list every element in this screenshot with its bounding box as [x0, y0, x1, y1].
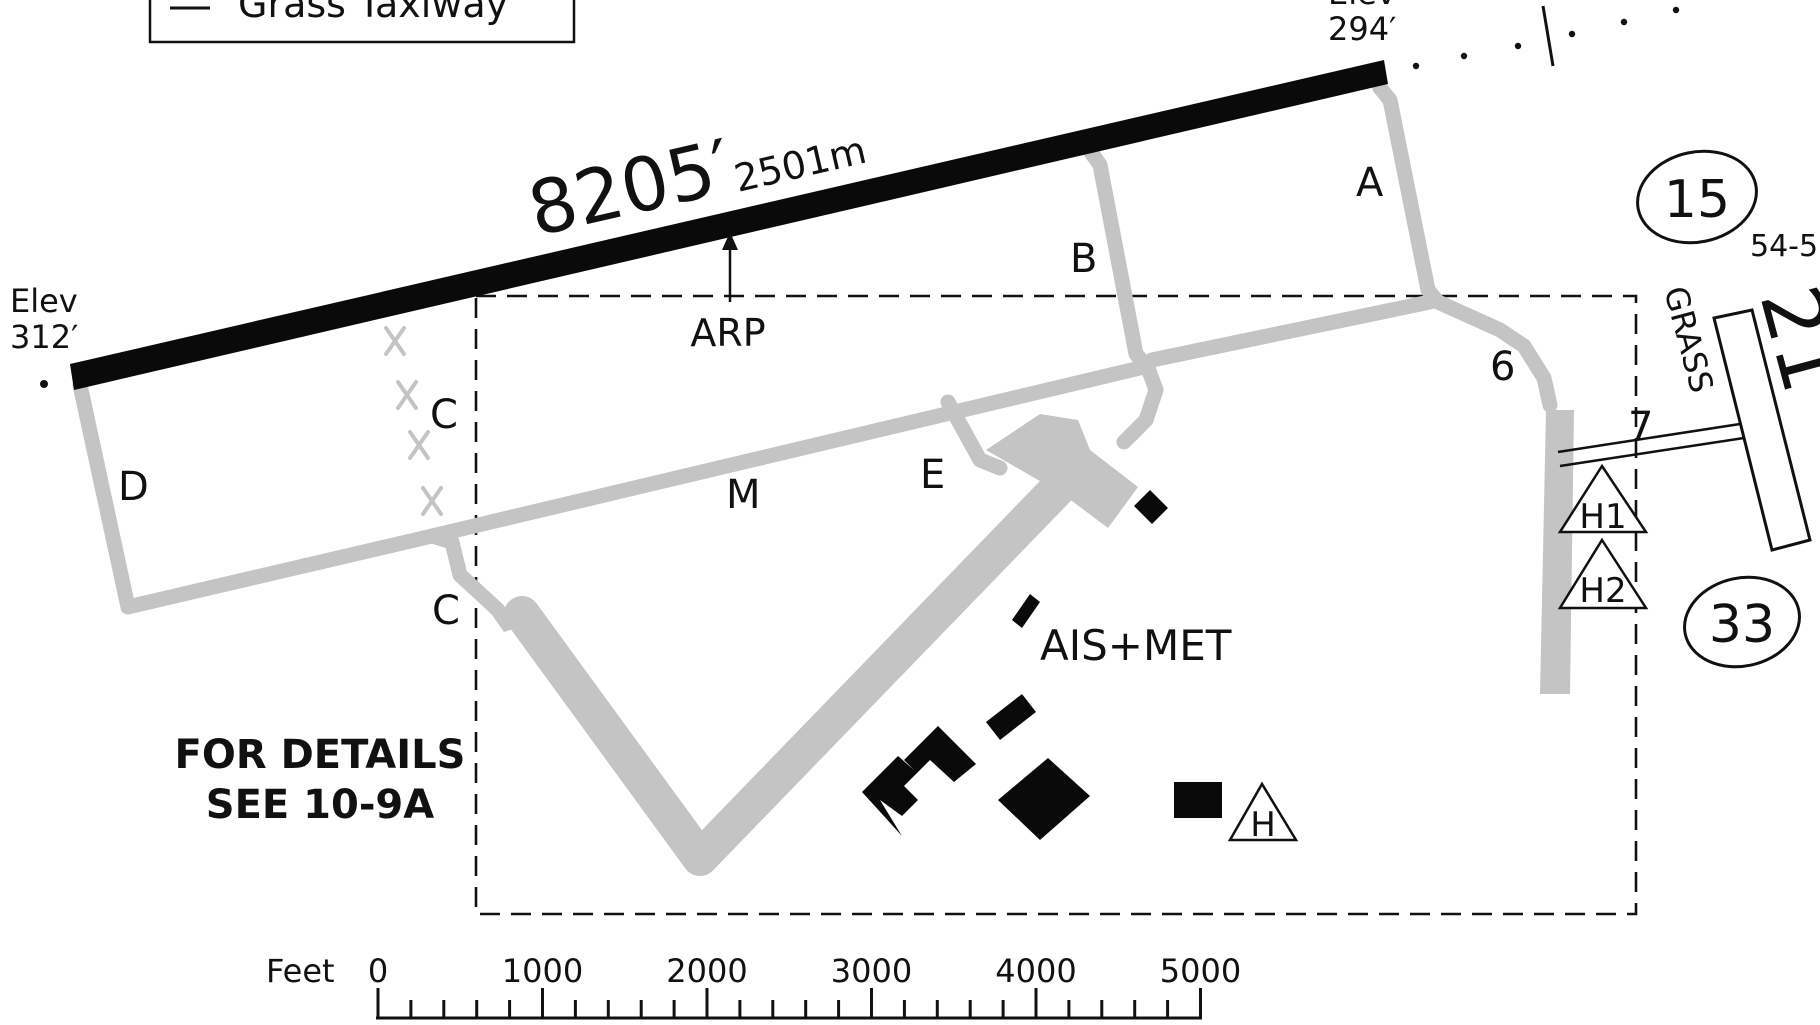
legend: Grass Taxiway: [148, 0, 576, 44]
elev-east-value: 294′: [1328, 10, 1396, 48]
taxiway-6-label: 6: [1490, 344, 1515, 390]
taxiway-a-label: A: [1356, 160, 1384, 206]
grass-runway: [1557, 308, 1812, 552]
grass-runway-dimension: 54-5: [1750, 229, 1818, 264]
runway-15-marker: 15: [1636, 149, 1758, 245]
scale-tick-label: 4000: [995, 952, 1076, 990]
taxiway-c-lower-label: C: [432, 588, 460, 634]
arp-label: ARP: [690, 311, 765, 355]
helipad-h1: H1: [1557, 463, 1649, 537]
elev-east-label: Elev: [1328, 0, 1396, 12]
buildings: [862, 490, 1222, 840]
grass-taxiway-x-marks: [384, 326, 443, 516]
scale-bar: Feet 0 1000 2000 3000 4000 5000: [266, 952, 1241, 1020]
runway-15-number: 15: [1664, 170, 1730, 230]
elev-point-west: [40, 380, 48, 388]
approach-lights-east: [1412, 5, 1680, 70]
taxiway-e-label: E: [920, 452, 945, 498]
taxiway-c-upper-label: C: [430, 392, 458, 438]
taxiway-7-label: 7: [1628, 404, 1653, 450]
runway-33-number: 33: [1709, 595, 1775, 655]
runway-33-marker: 33: [1683, 575, 1801, 669]
scale-tick-label: 3000: [831, 952, 912, 990]
scale-tick-label: 0: [368, 952, 388, 990]
taxiway-b-label: B: [1070, 236, 1097, 282]
helipad-h1-label: H1: [1579, 497, 1626, 537]
note-line-2: SEE 10-9A: [206, 782, 434, 828]
taxiway-network: [72, 80, 1574, 876]
note-line-1: FOR DETAILS: [175, 732, 466, 778]
helipad-h2: H2: [1557, 537, 1649, 611]
scale-tick-label: 5000: [1160, 952, 1241, 990]
grass-runway-label: GRASS: [1656, 282, 1721, 396]
ais-met-label: AIS+MET: [1040, 621, 1232, 670]
scale-unit: Feet: [266, 952, 335, 990]
elev-west-label: Elev: [10, 282, 78, 320]
helipad-h2-label: H2: [1579, 571, 1626, 611]
runway-main: [70, 60, 1388, 390]
elev-west-value: 312′: [10, 318, 78, 356]
arp-marker: [722, 232, 738, 302]
helipad-h: H: [1227, 781, 1299, 845]
taxiway-m-label: M: [726, 472, 761, 518]
scale-tick-label: 2000: [666, 952, 747, 990]
helipad-h-label: H: [1250, 805, 1276, 845]
scale-tick-label: 1000: [502, 952, 583, 990]
taxiway-d-label: D: [118, 464, 149, 510]
legend-grass-taxiway: Grass Taxiway: [238, 0, 508, 26]
